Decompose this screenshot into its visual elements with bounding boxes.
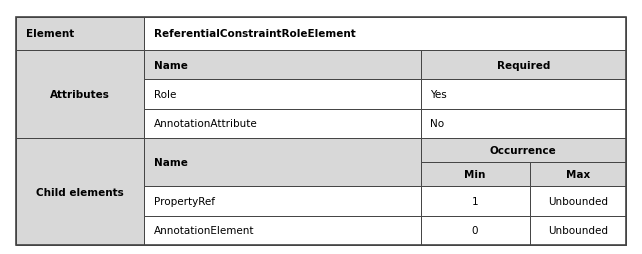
Text: No: No xyxy=(430,119,444,129)
Text: Attributes: Attributes xyxy=(50,90,110,100)
Text: Element: Element xyxy=(26,29,74,39)
Text: 0: 0 xyxy=(472,226,478,235)
Text: ReferentialConstraintRoleElement: ReferentialConstraintRoleElement xyxy=(154,29,356,39)
Text: Occurrence: Occurrence xyxy=(490,146,557,155)
Text: PropertyRef: PropertyRef xyxy=(154,196,215,206)
Bar xyxy=(421,109,626,138)
Text: Child elements: Child elements xyxy=(37,187,124,197)
Bar xyxy=(144,51,421,80)
Text: Name: Name xyxy=(154,157,188,168)
Bar xyxy=(421,80,626,109)
Text: Yes: Yes xyxy=(430,90,447,100)
Text: Min: Min xyxy=(464,170,486,180)
Bar xyxy=(16,18,144,51)
Bar xyxy=(421,51,626,80)
Bar xyxy=(16,18,626,245)
Text: Max: Max xyxy=(566,170,590,180)
Text: Unbounded: Unbounded xyxy=(548,226,608,235)
Text: Required: Required xyxy=(496,60,550,70)
Bar xyxy=(421,216,530,245)
Bar xyxy=(144,80,421,109)
Bar xyxy=(530,163,626,187)
Text: Unbounded: Unbounded xyxy=(548,196,608,206)
Bar xyxy=(144,187,421,216)
Bar xyxy=(421,138,626,163)
Bar xyxy=(421,163,530,187)
Bar xyxy=(144,18,626,51)
Bar xyxy=(530,187,626,216)
Bar xyxy=(530,216,626,245)
Text: Role: Role xyxy=(154,90,177,100)
Text: Name: Name xyxy=(154,60,188,70)
Bar xyxy=(16,138,144,245)
Bar xyxy=(144,138,421,187)
Bar xyxy=(421,187,530,216)
Text: AnnotationAttribute: AnnotationAttribute xyxy=(154,119,258,129)
Text: 1: 1 xyxy=(472,196,478,206)
Bar xyxy=(144,216,421,245)
Bar xyxy=(16,51,144,138)
Text: AnnotationElement: AnnotationElement xyxy=(154,226,255,235)
Bar xyxy=(144,109,421,138)
